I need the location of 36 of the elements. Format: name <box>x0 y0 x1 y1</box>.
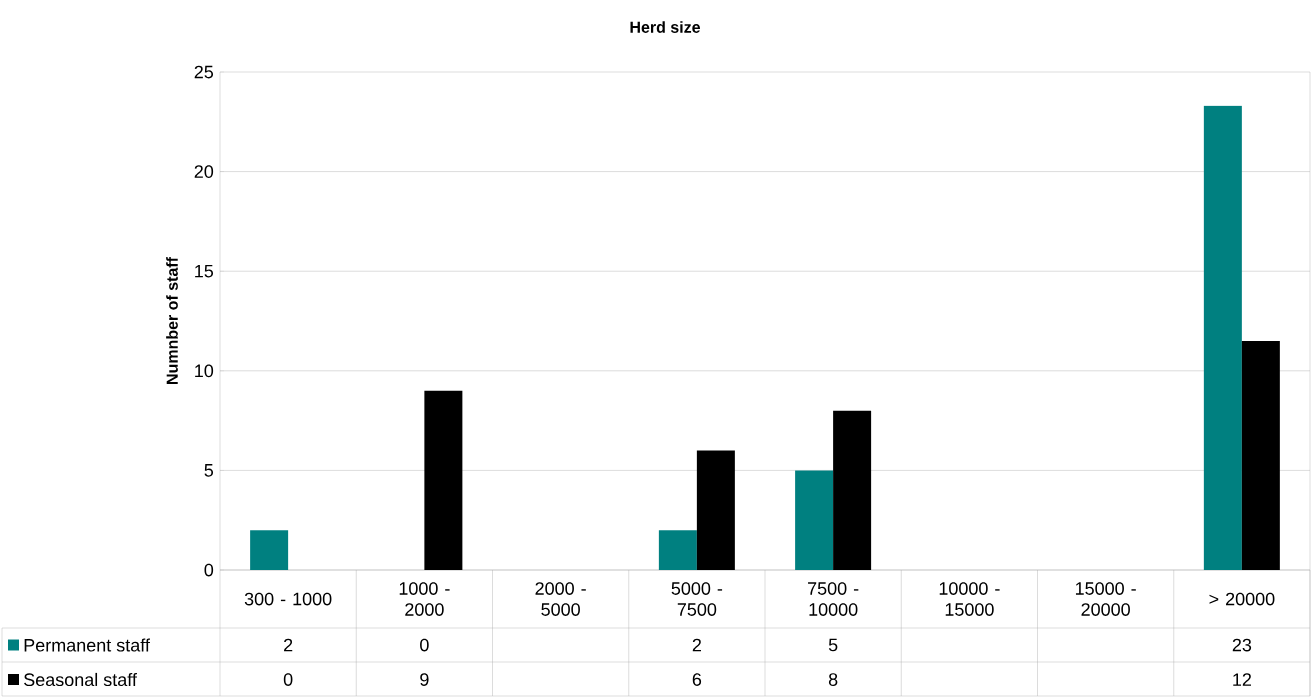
y-axis-title: Numnber of staff <box>166 256 178 384</box>
y-tick-label: 10 <box>195 364 214 378</box>
chart-title: Herd size <box>630 21 701 33</box>
legend-label: Permanent staff <box>24 638 150 652</box>
x-tick-label: 300 - 1000 <box>244 592 332 606</box>
data-label: 5 <box>828 638 838 652</box>
data-label: 12 <box>1233 673 1251 686</box>
legend-label: Seasonal staff <box>24 672 137 687</box>
y-tick-label: 0 <box>204 563 214 577</box>
data-label: 6 <box>692 673 702 686</box>
data-label: 9 <box>420 673 429 686</box>
x-tick-label: 1000 - 2000 <box>399 582 450 616</box>
data-label: 23 <box>1232 638 1252 652</box>
data-label: 0 <box>420 638 429 652</box>
bar <box>250 530 289 571</box>
data-label: 0 <box>283 673 293 686</box>
bar <box>1203 105 1242 571</box>
x-tick-label: 7500 - 10000 <box>808 582 859 616</box>
y-tick-label: 5 <box>204 464 214 477</box>
bar <box>833 410 872 571</box>
x-tick-label: 2000 - 5000 <box>535 582 586 616</box>
y-tick-label: 20 <box>194 165 214 178</box>
data-label: 2 <box>692 638 701 652</box>
bar <box>424 390 463 571</box>
data-label: 2 <box>284 638 293 652</box>
x-tick-label: 15000 - 20000 <box>1075 582 1136 616</box>
y-tick-label: 25 <box>194 65 214 79</box>
bar <box>658 530 697 571</box>
bar <box>1241 340 1280 571</box>
x-tick-label: > 20000 <box>1209 592 1275 606</box>
x-tick-label: 10000 - 15000 <box>939 582 1000 616</box>
y-tick-label: 15 <box>195 264 214 278</box>
bar <box>795 470 834 571</box>
data-label: 8 <box>828 673 838 686</box>
bar <box>696 450 735 571</box>
x-tick-label: 5000 - 7500 <box>671 582 723 616</box>
